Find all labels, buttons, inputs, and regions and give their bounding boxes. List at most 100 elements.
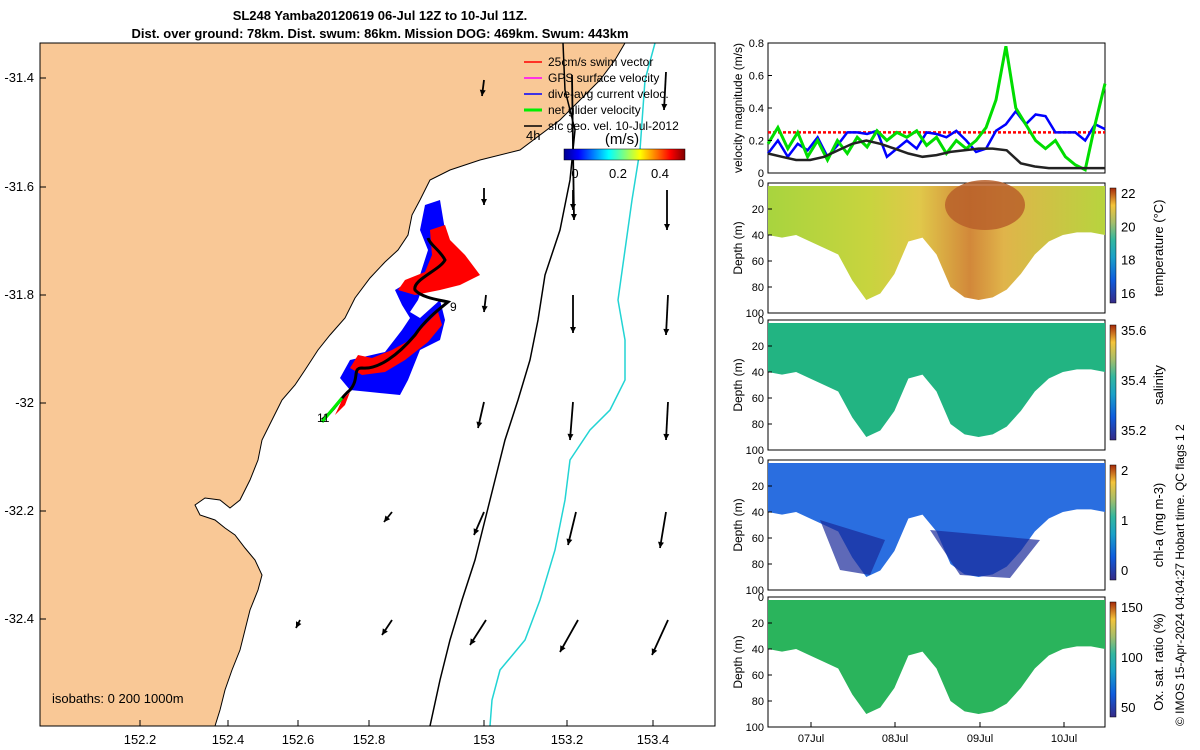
legend-label: sfc geo. vel. 10-Jul-2012 — [548, 119, 679, 133]
section-y-tick-label: 40 — [752, 230, 764, 242]
section-colorbar-label: salinity — [1151, 365, 1166, 405]
section-colorbar — [1109, 187, 1117, 304]
low-chl-patch — [820, 520, 885, 575]
map-frame — [39, 42, 716, 727]
waypoint-11-label: 11 — [317, 411, 330, 425]
colorbar-tick-label: 0.2 — [609, 166, 627, 181]
section-colorbar — [1109, 464, 1117, 581]
warm-core — [945, 180, 1025, 230]
geo-arrow-head — [384, 515, 391, 522]
map-x-tick-label: 153.4 — [637, 732, 670, 747]
section-y-tick-label: 20 — [752, 204, 764, 216]
section-y-tick-label: 80 — [752, 419, 764, 431]
section-colorbar — [1109, 324, 1117, 441]
section-y-label: Depth (m) — [731, 635, 745, 688]
credit-text: © IMOS 15-Apr-2024 04:04:27 Hobart time.… — [1173, 424, 1187, 726]
section-y-tick-label: 20 — [752, 618, 764, 630]
section-colorbar-tick-label: 16 — [1121, 286, 1135, 301]
section-y-tick-label: 0 — [758, 592, 764, 604]
section-y-tick-label: 40 — [752, 644, 764, 656]
section-y-tick-label: 60 — [752, 670, 764, 682]
section-colorbar-tick-label: 35.2 — [1121, 423, 1146, 438]
geo-arrow-head — [560, 645, 566, 652]
map-x-tick-label: 152.8 — [353, 732, 386, 747]
velocity-y-axis: 0.8 0.6 0.4 0.2 0 — [749, 38, 772, 180]
title-line-2: Dist. over ground: 78km. Dist. swum: 86k… — [131, 26, 628, 41]
section-x-axis: 07Jul 08Jul 09Jul 10Jul — [798, 722, 1077, 745]
section-x-tick-label: 09Jul — [967, 733, 993, 745]
section-field — [768, 600, 1105, 714]
geo-arrow-head — [470, 638, 476, 645]
map-y-tick-label: -31.6 — [4, 179, 34, 194]
velocity-y-label: velocity magnitude (m/s) — [731, 43, 745, 173]
land-mass — [40, 43, 626, 726]
section-colorbar-tick-label: 18 — [1121, 253, 1135, 268]
section-colorbar-tick-label: 35.4 — [1121, 373, 1146, 388]
geo-arrow-shaft — [569, 401, 574, 441]
glider-track — [320, 200, 480, 423]
colorbar-tick-label: 0.4 — [651, 166, 669, 181]
colorbar-title: (m/s) — [605, 131, 639, 148]
section-colorbar-tick-label: 150 — [1121, 600, 1143, 615]
geo-velocity-arrows — [295, 71, 670, 656]
velocity-panel: 0.8 0.6 0.4 0.2 0 velocity magnitude (m/s) — [731, 38, 1107, 180]
net-glider-velocity-arrow — [320, 397, 344, 423]
section-y-tick-label: 40 — [752, 367, 764, 379]
geo-arrow-head — [481, 199, 487, 205]
geo-arrow-shaft — [663, 71, 667, 111]
geo-arrow-shaft — [559, 619, 579, 653]
map-y-tick-label: -32.4 — [4, 611, 34, 626]
geo-arrow-head — [296, 621, 302, 628]
colorbar-tick-label: 0 — [571, 166, 578, 181]
geo-arrow-head — [658, 541, 664, 548]
map-x-tick-label: 152.2 — [124, 732, 157, 747]
section-panel: 0 20 40 60 80 100 Depth (m) 35.6 35.4 35.2 salinit… — [731, 315, 1166, 457]
section-y-tick-label: 60 — [752, 393, 764, 405]
speed-colorbar-ticks: 0 0.2 0.4 — [571, 166, 669, 181]
map-y-tick-label: -31.8 — [4, 287, 34, 302]
legend-label: GPS surface velocity — [548, 71, 659, 85]
geo-arrow-head — [481, 305, 488, 312]
section-x-tick-label: 10Jul — [1051, 733, 1077, 745]
geo-arrow-head — [663, 328, 670, 335]
section-y-label: Depth (m) — [731, 221, 745, 274]
glider-path — [321, 237, 452, 422]
geo-arrow-shaft — [665, 401, 669, 441]
geo-arrow-head — [570, 213, 577, 220]
section-y-tick-label: 100 — [746, 585, 764, 597]
section-colorbar — [1109, 601, 1117, 718]
speed-colorbar — [563, 148, 686, 161]
geo-arrow-head — [570, 204, 576, 210]
map-y-axis: -31.4 -31.6 -31.8 -32 -32.2 -32.4 — [4, 70, 46, 626]
section-panel: 0 20 40 60 80 100 Depth (m) 22 20 18 16 temperature… — [731, 178, 1166, 320]
section-y-tick-label: 80 — [752, 282, 764, 294]
geo-arrow-shaft — [651, 619, 669, 656]
geo-arrow-head — [479, 89, 486, 96]
section-panel: 0 20 40 60 80 100 Depth (m) 150 100 50 Ox. sat. ra… — [731, 592, 1166, 734]
section-y-label: Depth (m) — [731, 498, 745, 551]
section-y-tick-label: 0 — [758, 455, 764, 467]
section-colorbar-tick-label: 2 — [1121, 463, 1128, 478]
section-y-tick-label: 80 — [752, 559, 764, 571]
section-y-tick-label: 0 — [758, 178, 764, 190]
velocity-series — [766, 46, 1107, 172]
velocity-y-tick-label: 0.2 — [749, 136, 764, 148]
map-y-tick-label: -31.4 — [4, 70, 34, 85]
section-y-tick-label: 100 — [746, 308, 764, 320]
velocity-axes — [767, 42, 1106, 174]
map-x-tick-label: 153 — [473, 732, 495, 747]
geo-arrow-head — [382, 628, 388, 635]
low-chl-patch — [930, 530, 1040, 578]
geo-arrow-shaft — [659, 511, 667, 549]
velocity-y-tick-label: 0.4 — [749, 103, 764, 115]
section-y-tick-label: 80 — [752, 696, 764, 708]
title-line-1: SL248 Yamba20120619 06-Jul 12Z to 10-Jul… — [233, 8, 528, 23]
section-y-tick-label: 100 — [746, 722, 764, 734]
geo-arrow-head — [661, 103, 668, 110]
section-colorbar-tick-label: 0 — [1121, 563, 1128, 578]
map-legend: 25cm/s swim vector GPS surface velocity di… — [524, 55, 679, 133]
section-x-tick-label: 08Jul — [882, 733, 908, 745]
geo-arrow-head — [566, 538, 573, 545]
legend-interval: 4h — [526, 128, 540, 143]
